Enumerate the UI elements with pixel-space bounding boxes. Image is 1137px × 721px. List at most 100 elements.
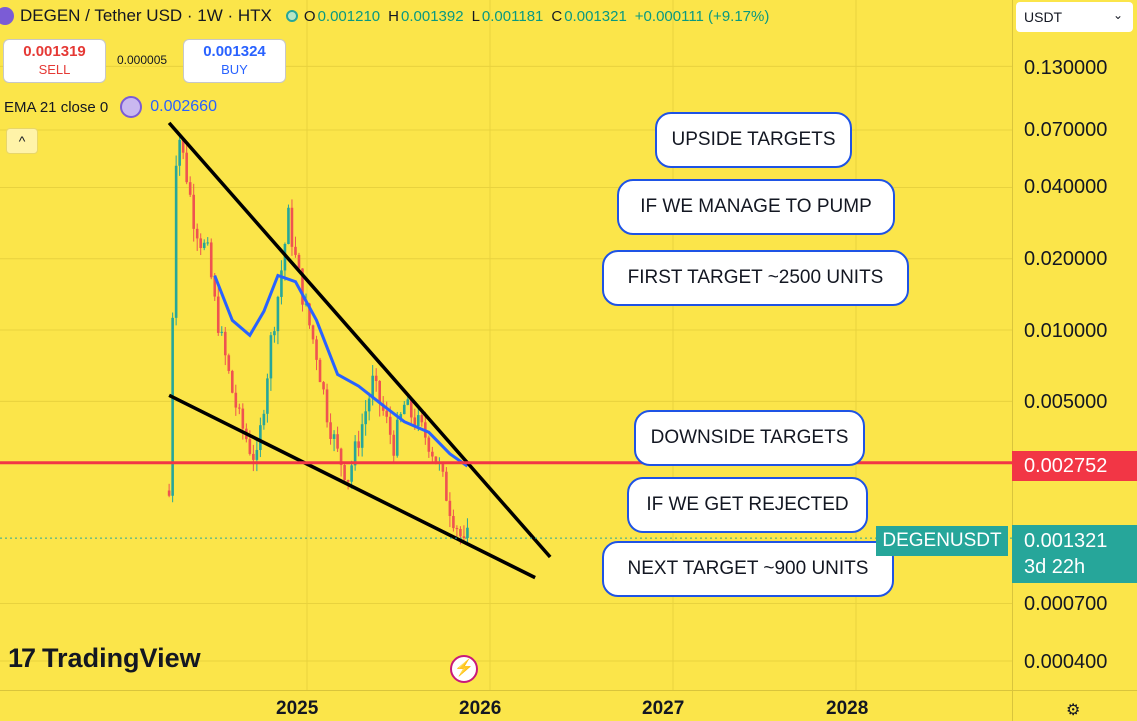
trendline-lower xyxy=(168,393,536,580)
sell-price: 0.001319 xyxy=(23,43,86,60)
candle-body xyxy=(202,242,206,249)
candle-body xyxy=(357,441,360,448)
symbol-title[interactable]: DEGEN / Tether USD · 1W · HTX xyxy=(20,6,272,25)
candle-body xyxy=(406,399,410,405)
candle-body xyxy=(230,370,234,393)
candle-body xyxy=(227,355,231,371)
open-value: 0.001210 xyxy=(317,7,381,25)
candle-body xyxy=(195,228,199,239)
candle-body xyxy=(399,414,403,420)
year-tick: 2027 xyxy=(642,698,685,719)
lightning-icon[interactable]: ⚡ xyxy=(450,655,478,683)
candle-body xyxy=(374,375,378,382)
trendlines xyxy=(167,121,552,580)
spread-value: 0.000005 xyxy=(117,53,168,67)
buy-price: 0.001324 xyxy=(203,43,266,60)
candle-body xyxy=(266,378,269,414)
candle-body xyxy=(420,415,424,423)
last-price-tag: 0.001321 3d 22h xyxy=(1012,525,1137,583)
low-label: L xyxy=(471,7,480,25)
candle-body xyxy=(238,407,241,409)
candle-body xyxy=(409,399,413,418)
candle-body xyxy=(248,439,252,454)
candle-body xyxy=(322,382,325,390)
candles xyxy=(167,136,469,545)
candle-body xyxy=(364,411,367,425)
price-tick: 0.020000 xyxy=(1024,248,1108,270)
candle-body xyxy=(241,408,245,429)
candle-body xyxy=(216,296,220,333)
candle-body xyxy=(329,422,332,439)
candle-body xyxy=(339,448,343,466)
year-tick: 2025 xyxy=(276,698,319,719)
candle-body xyxy=(290,207,294,247)
currency-value: USDT xyxy=(1024,9,1063,25)
candle-body xyxy=(360,424,364,448)
candle-body xyxy=(431,451,434,457)
year-tick: 2026 xyxy=(459,698,502,719)
candle-body xyxy=(346,479,350,482)
sell-label: SELL xyxy=(38,62,71,77)
candle-body xyxy=(206,242,210,244)
callout-first-target: FIRST TARGET ~2500 UNITS xyxy=(602,250,909,306)
candle-body xyxy=(395,419,399,456)
candle-body xyxy=(188,182,192,195)
candle-body xyxy=(220,331,224,333)
candle-body xyxy=(343,465,346,480)
price-tick: 0.005000 xyxy=(1024,391,1108,413)
indicator-legend[interactable]: EMA 21 close 0 0.002660 xyxy=(4,96,217,118)
candle-body xyxy=(174,165,178,318)
candle-body xyxy=(452,515,455,529)
low-value: 0.001181 xyxy=(481,7,544,25)
callout-pump: IF WE MANAGE TO PUMP xyxy=(617,179,895,235)
candle-body xyxy=(378,381,381,404)
candle-body xyxy=(311,325,315,340)
candle-body xyxy=(223,331,227,356)
settings-icon[interactable]: ⚙ xyxy=(1066,702,1081,719)
candle-body xyxy=(213,277,217,297)
open-label: O xyxy=(303,7,316,25)
sell-button[interactable]: 0.001319 SELL xyxy=(3,39,106,83)
candle-body xyxy=(367,398,371,412)
candle-body xyxy=(171,317,174,496)
level-price-tag: 0.002752 xyxy=(1012,451,1137,481)
high-label: H xyxy=(388,7,399,25)
candle-body xyxy=(455,528,459,530)
buy-button[interactable]: 0.001324 BUY xyxy=(183,39,286,83)
candle-body xyxy=(178,139,181,166)
candle-body xyxy=(353,441,357,466)
candle-body xyxy=(308,303,311,326)
bar-countdown: 3d 22h xyxy=(1024,556,1086,578)
tradingview-logo[interactable]: 17 TradingView xyxy=(8,643,201,674)
candle-body xyxy=(167,490,171,496)
candle-body xyxy=(294,246,297,255)
chevron-down-icon: ⌄ xyxy=(1112,8,1123,22)
tradingview-wordmark: TradingView xyxy=(42,643,201,673)
candle-body xyxy=(252,453,255,460)
tradingview-mark: 17 xyxy=(8,643,36,673)
callout-next-target: NEXT TARGET ~900 UNITS xyxy=(602,541,894,597)
candle-body xyxy=(262,413,266,426)
ema-line xyxy=(213,273,469,468)
degen-logo-icon xyxy=(0,7,14,25)
year-tick: 2028 xyxy=(826,698,869,719)
candle-body xyxy=(273,331,276,336)
close-label: C xyxy=(551,7,563,25)
indicator-loading-icon xyxy=(120,96,143,118)
candle-body xyxy=(413,417,417,427)
axis-corner xyxy=(1012,690,1137,721)
callout-upside: UPSIDE TARGETS xyxy=(655,112,852,168)
currency-select[interactable]: USDT ⌄ xyxy=(1016,2,1133,32)
candle-body xyxy=(315,339,318,360)
candle-body xyxy=(234,392,238,408)
price-tick: 0.010000 xyxy=(1024,320,1108,342)
collapse-legend-button[interactable]: ^ xyxy=(6,128,38,154)
candle-body xyxy=(185,152,188,183)
candle-body xyxy=(181,139,185,153)
candle-body xyxy=(297,254,301,269)
candle-body xyxy=(371,375,374,399)
price-axis[interactable] xyxy=(1012,0,1137,690)
trendline-upper xyxy=(167,121,552,559)
time-axis[interactable] xyxy=(0,690,1012,721)
candle-body xyxy=(445,471,448,501)
